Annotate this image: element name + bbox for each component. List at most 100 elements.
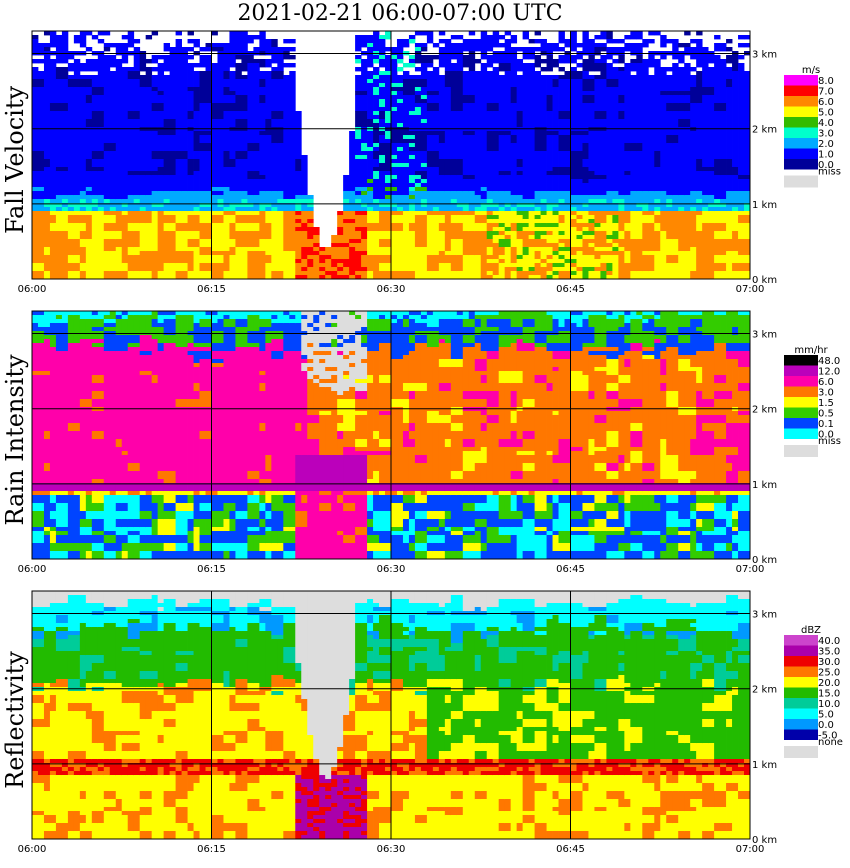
heatmap-cell xyxy=(582,483,589,492)
heatmap-cell xyxy=(570,491,577,496)
heatmap-cell xyxy=(678,311,685,316)
heatmap-cell xyxy=(654,199,661,204)
heatmap-cell xyxy=(516,267,524,272)
heatmap-cell xyxy=(97,603,105,612)
heatmap-cell xyxy=(127,527,135,532)
heatmap-cell xyxy=(181,315,188,348)
heatmap-cell xyxy=(672,239,679,256)
heatmap-cell xyxy=(253,771,260,776)
heatmap-cell xyxy=(468,71,476,96)
heatmap-cell xyxy=(121,735,129,744)
heatmap-cell xyxy=(187,271,194,280)
heatmap-cell xyxy=(277,199,284,204)
heatmap-cell xyxy=(355,623,362,664)
heatmap-cell xyxy=(468,103,476,132)
heatmap-cell xyxy=(618,39,625,44)
heatmap-cell xyxy=(151,31,159,36)
heatmap-cell xyxy=(702,95,709,168)
heatmap-cell xyxy=(468,131,476,136)
heatmap-cell xyxy=(181,407,188,484)
x-tick-label: 06:45 xyxy=(556,564,585,575)
heatmap-cell xyxy=(55,207,63,212)
heatmap-cell xyxy=(385,411,392,416)
heatmap-cell xyxy=(690,503,697,512)
heatmap-cell xyxy=(73,195,81,204)
heatmap-cell xyxy=(408,75,416,80)
heatmap-cell xyxy=(367,647,374,652)
heatmap-cell xyxy=(624,175,631,196)
heatmap-cell xyxy=(588,215,595,220)
heatmap-cell xyxy=(139,615,147,624)
heatmap-cell xyxy=(654,531,661,536)
heatmap-cell xyxy=(522,483,530,492)
heatmap-cell xyxy=(367,735,374,752)
heatmap-cell xyxy=(241,319,248,328)
heatmap-cell xyxy=(480,231,488,280)
heatmap-cell xyxy=(678,535,685,544)
heatmap-cell xyxy=(283,211,290,252)
heatmap-cell xyxy=(426,71,434,92)
legend-label: 3.0 xyxy=(818,129,834,140)
heatmap-cell xyxy=(289,647,296,664)
heatmap-cell xyxy=(67,491,75,496)
heatmap-cell xyxy=(582,59,589,72)
heatmap-cell xyxy=(151,491,159,496)
heatmap-cell xyxy=(642,331,649,348)
heatmap-cell xyxy=(175,663,182,672)
heatmap-cell xyxy=(373,663,380,672)
heatmap-cell xyxy=(594,231,601,248)
heatmap-cell xyxy=(355,495,362,528)
heatmap-cell xyxy=(103,607,111,612)
heatmap-cell xyxy=(205,503,212,512)
heatmap-cell xyxy=(139,131,147,172)
heatmap-cell xyxy=(163,551,171,560)
heatmap-cell xyxy=(355,335,362,380)
heatmap-cell xyxy=(486,207,494,212)
heatmap-cell xyxy=(32,751,39,760)
heatmap-cell xyxy=(606,63,613,80)
heatmap-cell xyxy=(744,191,751,204)
heatmap-cell xyxy=(456,479,464,484)
heatmap-cell xyxy=(456,531,464,536)
heatmap-cell xyxy=(181,651,188,656)
heatmap-cell xyxy=(690,311,697,316)
heatmap-cell xyxy=(103,791,111,800)
heatmap-cell xyxy=(600,55,607,64)
heatmap-cell xyxy=(103,327,111,332)
heatmap-cell xyxy=(205,43,212,48)
heatmap-cell xyxy=(379,383,386,412)
heatmap-cell xyxy=(223,731,230,736)
heatmap-cell xyxy=(600,367,607,372)
heatmap-cell xyxy=(157,63,165,92)
heatmap-cell xyxy=(456,43,464,72)
heatmap-cell xyxy=(79,527,87,536)
heatmap-cell xyxy=(223,543,230,552)
heatmap-cell xyxy=(666,207,673,212)
heatmap-cell xyxy=(295,695,302,704)
heatmap-cell xyxy=(85,551,93,560)
heatmap-cell xyxy=(32,511,39,528)
heatmap-cell xyxy=(115,759,123,776)
heatmap-cell xyxy=(337,355,344,396)
heatmap-cell xyxy=(540,199,547,204)
heatmap-cell xyxy=(211,483,218,492)
heatmap-cell xyxy=(534,383,541,484)
heatmap-cell xyxy=(654,343,661,360)
heatmap-cell xyxy=(361,527,368,536)
heatmap-cell xyxy=(337,795,344,820)
heatmap-cell xyxy=(175,751,182,772)
heatmap-cell xyxy=(456,207,464,212)
heatmap-cell xyxy=(420,207,428,212)
heatmap-cell xyxy=(612,243,619,248)
heatmap-cell xyxy=(618,543,625,552)
heatmap-cell xyxy=(438,519,446,528)
heatmap-cell xyxy=(588,439,595,456)
heatmap-cell xyxy=(247,195,254,204)
heatmap-cell xyxy=(414,335,422,344)
heatmap-cell xyxy=(151,75,159,88)
heatmap-cell xyxy=(211,103,218,120)
heatmap-cell xyxy=(732,343,739,352)
heatmap-cell xyxy=(205,319,212,328)
heatmap-cell xyxy=(193,407,200,484)
heatmap-cell xyxy=(295,211,302,216)
